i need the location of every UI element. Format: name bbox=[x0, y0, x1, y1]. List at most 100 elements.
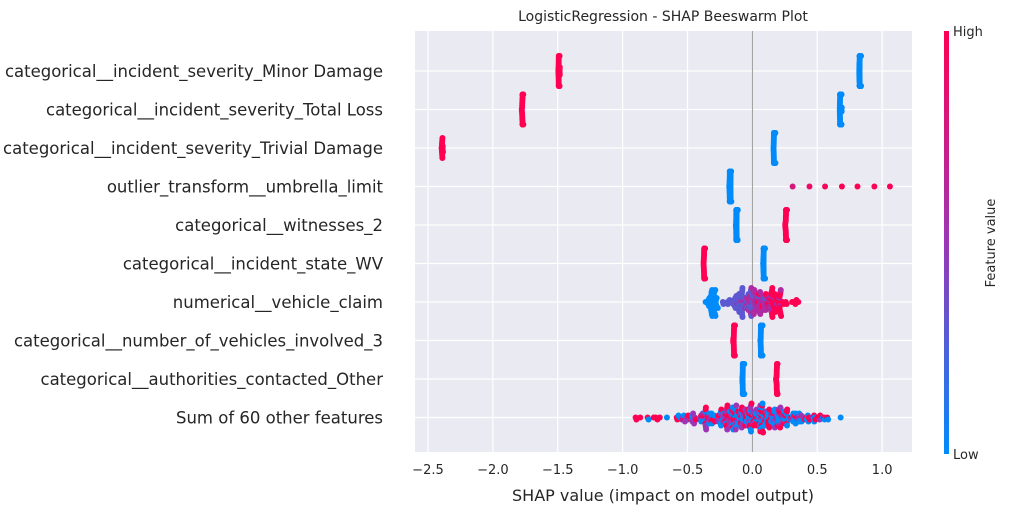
shap-point bbox=[702, 245, 709, 252]
shap-point bbox=[748, 400, 755, 407]
shap-point bbox=[871, 183, 878, 190]
shap-point bbox=[761, 245, 768, 252]
shap-point bbox=[774, 391, 781, 397]
shap-point bbox=[774, 361, 781, 367]
x-tick-label: 0.5 bbox=[807, 463, 828, 478]
x-tick-label: 1.0 bbox=[872, 463, 893, 478]
shap-point bbox=[838, 121, 845, 128]
shap-point bbox=[556, 83, 563, 89]
shap-point bbox=[759, 352, 766, 359]
shap-point bbox=[771, 291, 778, 297]
grid-lines bbox=[415, 31, 912, 452]
shap-point bbox=[440, 149, 447, 155]
shap-point bbox=[783, 301, 790, 307]
shap-point bbox=[734, 207, 741, 213]
shap-point bbox=[732, 426, 739, 433]
shap-point bbox=[760, 429, 767, 436]
shap-point bbox=[772, 130, 779, 136]
x-axis-ticks: −2.5 −2.0 −1.5 −1.0 −0.5 0.0 0.5 1.0 bbox=[412, 463, 892, 478]
shap-point bbox=[663, 414, 670, 421]
x-tick-label: −1.0 bbox=[607, 463, 639, 478]
feature-label: categorical__witnesses_2 bbox=[175, 216, 383, 236]
shap-point bbox=[759, 400, 766, 407]
shap-point bbox=[806, 183, 813, 190]
shap-point bbox=[857, 53, 864, 59]
shap-point bbox=[777, 424, 784, 431]
shap-point bbox=[712, 313, 719, 319]
feature-label: categorical__incident_severity_Trivial D… bbox=[3, 139, 383, 159]
colorbar-title: Feature value bbox=[984, 199, 999, 288]
shap-point bbox=[766, 424, 773, 431]
shap-point bbox=[741, 361, 748, 367]
shap-point bbox=[750, 311, 757, 317]
beeswarm-points bbox=[438, 53, 893, 436]
shap-point bbox=[731, 352, 738, 359]
shap-point bbox=[772, 160, 779, 166]
shap-point bbox=[439, 155, 446, 161]
colorbar bbox=[944, 31, 949, 454]
x-tick-label: −0.5 bbox=[672, 463, 704, 478]
shap-point bbox=[825, 416, 832, 423]
shap-point bbox=[777, 404, 784, 411]
shap-point bbox=[556, 64, 563, 70]
chart-title: LogisticRegression - SHAP Beeswarm Plot bbox=[518, 9, 808, 25]
plot-area bbox=[415, 31, 912, 452]
shap-point bbox=[778, 313, 785, 319]
shap-point bbox=[762, 275, 769, 282]
shap-point bbox=[886, 183, 893, 190]
feature-label: outlier_transform__umbrella_limit bbox=[107, 178, 384, 198]
feature-label: categorical__number_of_vehicles_involved… bbox=[14, 332, 383, 352]
shap-point bbox=[733, 402, 740, 409]
shap-point bbox=[712, 287, 719, 293]
shap-point bbox=[759, 322, 766, 329]
shap-point bbox=[439, 135, 446, 141]
feature-label: categorical__incident_severity_Minor Dam… bbox=[5, 62, 383, 82]
shap-point bbox=[857, 83, 864, 89]
shap-point bbox=[772, 309, 779, 315]
shap-point bbox=[728, 198, 735, 205]
shap-point bbox=[739, 314, 746, 320]
shap-point bbox=[789, 183, 796, 190]
x-tick-label: −1.5 bbox=[542, 463, 574, 478]
x-tick-label: −2.5 bbox=[412, 463, 444, 478]
feature-label: categorical__incident_state_WV bbox=[123, 255, 384, 275]
shap-point bbox=[783, 237, 790, 243]
shap-point bbox=[520, 121, 527, 128]
shap-point bbox=[728, 168, 735, 175]
shap-point bbox=[637, 414, 644, 421]
shap-point bbox=[748, 428, 755, 435]
shap-point bbox=[520, 91, 527, 98]
shap-point bbox=[795, 299, 802, 305]
shap-point bbox=[838, 91, 845, 98]
shap-point bbox=[769, 285, 776, 291]
shap-point bbox=[703, 426, 710, 433]
shap-point bbox=[724, 402, 731, 409]
shap-point bbox=[656, 414, 663, 421]
colorbar-high-label: High bbox=[953, 25, 983, 40]
x-tick-label: −2.0 bbox=[477, 463, 509, 478]
x-axis-label: SHAP value (impact on model output) bbox=[512, 486, 814, 505]
shap-point bbox=[556, 53, 563, 59]
shap-point bbox=[734, 237, 741, 243]
colorbar-low-label: Low bbox=[953, 448, 979, 463]
shap-point bbox=[783, 207, 790, 213]
shap-point bbox=[769, 314, 776, 320]
shap-point bbox=[732, 322, 739, 329]
shap-point bbox=[837, 414, 844, 421]
shap-point bbox=[762, 291, 769, 297]
feature-label: Sum of 60 other features bbox=[176, 409, 383, 428]
shap-point bbox=[822, 183, 829, 190]
shap-point bbox=[739, 285, 746, 291]
feature-label: categorical__incident_severity_Total Los… bbox=[46, 101, 383, 121]
shap-point bbox=[838, 183, 845, 190]
shap-point bbox=[713, 295, 720, 301]
shap-point bbox=[645, 416, 652, 423]
shap-point bbox=[702, 404, 709, 411]
x-tick-label: 0.0 bbox=[742, 463, 763, 478]
shap-point bbox=[784, 422, 791, 429]
shap-point bbox=[741, 391, 748, 397]
feature-label: numerical__vehicle_claim bbox=[173, 293, 383, 313]
shap-point bbox=[702, 275, 709, 282]
feature-labels: categorical__incident_severity_Minor Dam… bbox=[3, 62, 384, 428]
